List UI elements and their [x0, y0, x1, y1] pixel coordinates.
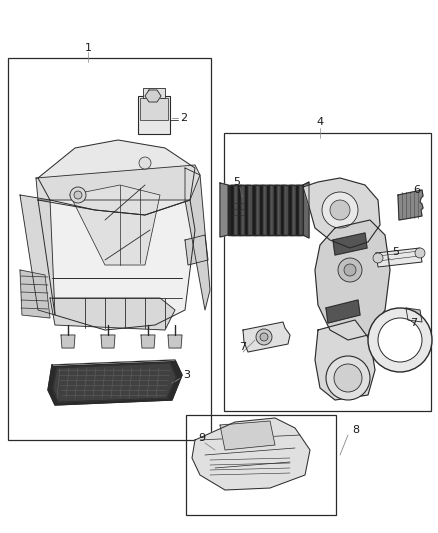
Bar [8, 58, 211, 440]
Bar [143, 88, 165, 98]
Text: 8: 8 [352, 425, 359, 435]
Text: 4: 4 [316, 117, 324, 127]
Polygon shape [192, 418, 310, 490]
Polygon shape [61, 335, 75, 348]
Polygon shape [38, 200, 195, 330]
Polygon shape [277, 185, 280, 235]
Circle shape [322, 192, 358, 228]
Polygon shape [263, 185, 266, 235]
Polygon shape [145, 90, 161, 102]
Polygon shape [168, 335, 182, 348]
Polygon shape [48, 360, 182, 405]
Polygon shape [274, 185, 277, 235]
Circle shape [378, 318, 422, 362]
Polygon shape [260, 185, 263, 235]
Polygon shape [234, 185, 237, 235]
Polygon shape [231, 185, 234, 235]
Polygon shape [292, 185, 295, 235]
Polygon shape [245, 185, 248, 235]
Polygon shape [326, 300, 360, 323]
Polygon shape [296, 185, 299, 235]
Polygon shape [406, 308, 422, 322]
Bar [138, 96, 170, 134]
Polygon shape [70, 185, 160, 265]
Polygon shape [53, 363, 176, 402]
Text: 1: 1 [85, 43, 92, 53]
Text: 5: 5 [233, 177, 240, 187]
Circle shape [344, 264, 356, 276]
Polygon shape [185, 235, 208, 265]
Bar [224, 133, 431, 411]
Polygon shape [253, 185, 256, 235]
Polygon shape [185, 168, 210, 310]
Polygon shape [376, 248, 422, 267]
Polygon shape [38, 140, 195, 215]
Polygon shape [303, 178, 380, 248]
Polygon shape [243, 322, 290, 352]
Circle shape [415, 248, 425, 258]
Bar [186, 415, 336, 515]
Polygon shape [220, 421, 275, 450]
Polygon shape [315, 320, 375, 400]
Bar [228, 197, 246, 225]
Polygon shape [248, 185, 251, 235]
Polygon shape [50, 298, 175, 330]
Polygon shape [315, 220, 390, 340]
Circle shape [256, 329, 272, 345]
Circle shape [326, 356, 370, 400]
Polygon shape [303, 182, 309, 238]
Polygon shape [281, 185, 284, 235]
Polygon shape [101, 335, 115, 348]
Text: 9: 9 [198, 433, 205, 443]
Polygon shape [238, 185, 241, 235]
Circle shape [334, 364, 362, 392]
Polygon shape [256, 185, 258, 235]
Polygon shape [398, 190, 423, 220]
Polygon shape [141, 335, 155, 348]
Circle shape [74, 191, 82, 199]
Polygon shape [228, 185, 303, 235]
Polygon shape [299, 185, 302, 235]
Text: 2: 2 [180, 113, 187, 123]
Circle shape [373, 253, 383, 263]
Polygon shape [241, 185, 244, 235]
Polygon shape [267, 185, 270, 235]
Polygon shape [36, 165, 200, 200]
Circle shape [330, 200, 350, 220]
Polygon shape [333, 233, 367, 255]
Circle shape [139, 157, 151, 169]
Polygon shape [220, 183, 228, 237]
Polygon shape [289, 185, 292, 235]
Text: 3: 3 [183, 370, 190, 380]
Bar [140, 98, 168, 120]
Text: 5: 5 [392, 247, 399, 257]
Text: 6: 6 [413, 185, 420, 195]
Polygon shape [20, 270, 50, 318]
Circle shape [70, 187, 86, 203]
Polygon shape [20, 195, 55, 315]
Text: 7: 7 [410, 318, 417, 328]
Circle shape [338, 258, 362, 282]
Polygon shape [270, 185, 273, 235]
Circle shape [260, 333, 268, 341]
Text: 7: 7 [240, 342, 247, 352]
Polygon shape [284, 185, 287, 235]
Circle shape [368, 308, 432, 372]
